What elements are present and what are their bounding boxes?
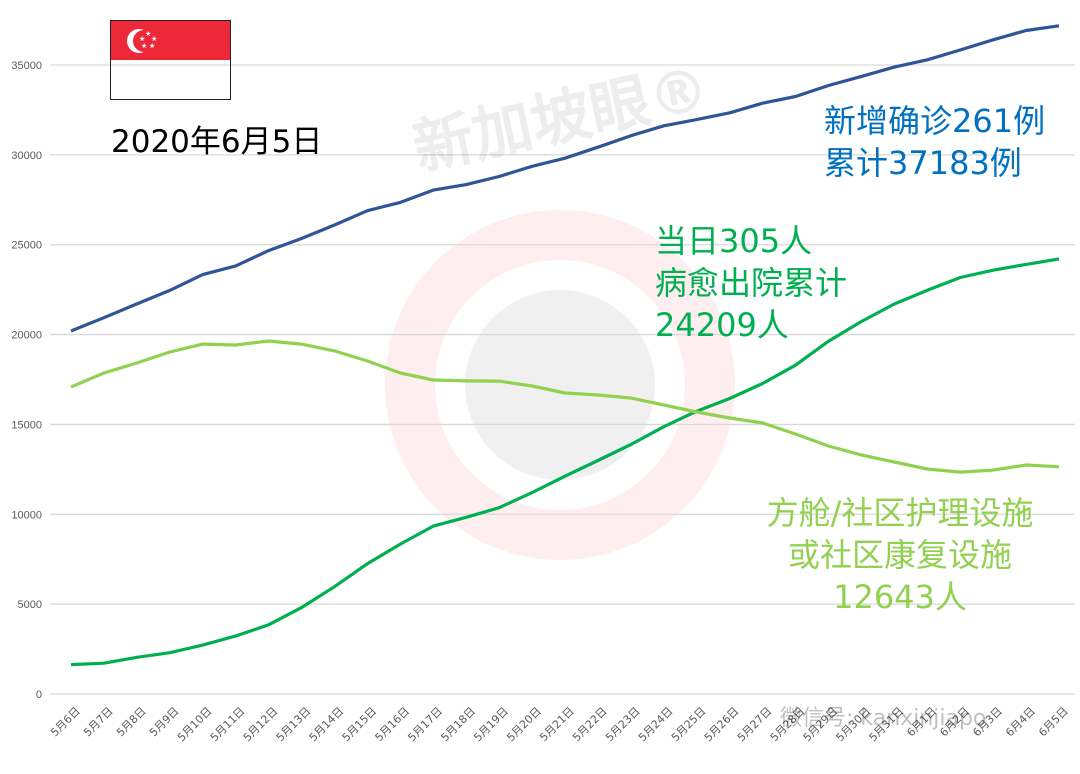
watermark-wechat: 微信号: kanxinjiapo	[780, 706, 987, 731]
svg-text:★: ★	[139, 35, 145, 43]
x-tick-label: 5月21日	[537, 705, 577, 745]
x-tick-label: 5月26日	[702, 705, 742, 745]
x-tick-label: 5月18日	[438, 705, 478, 745]
watermark-disc	[465, 290, 655, 480]
x-tick-label: 5月10日	[175, 705, 215, 745]
y-tick-label: 20000	[11, 330, 42, 342]
community-label-1: 方舱/社区护理设施	[766, 494, 1034, 532]
y-tick-label: 0	[36, 689, 42, 701]
community-annotation: 方舱/社区护理设施 或社区康复设施 12643人	[740, 492, 1060, 618]
x-tick-label: 6月5日	[1036, 705, 1071, 740]
svg-text:★: ★	[141, 42, 147, 50]
x-tick-label: 5月23日	[603, 705, 643, 745]
confirmed-annotation: 新增确诊261例 累计37183例	[824, 100, 1045, 184]
x-tick-label: 5月6日	[48, 705, 83, 740]
x-tick-label: 5月12日	[241, 705, 281, 745]
y-tick-label: 10000	[11, 509, 42, 521]
x-tick-label: 5月20日	[504, 705, 544, 745]
x-tick-label: 5月17日	[405, 705, 445, 745]
x-tick-label: 5月22日	[570, 705, 610, 745]
x-tick-label: 5月19日	[471, 705, 511, 745]
x-tick-label: 5月11日	[208, 705, 248, 745]
discharged-annotation: 当日305人 病愈出院累计 24209人	[655, 220, 847, 346]
y-tick-label: 30000	[11, 150, 42, 162]
confirmed-new: 新增确诊261例	[824, 102, 1046, 140]
svg-text:★: ★	[149, 42, 155, 50]
community-label-2: 或社区康复设施	[787, 536, 1012, 574]
x-tick-label: 5月7日	[81, 705, 116, 740]
series-line-2	[70, 339, 1060, 474]
x-tick-label: 5月27日	[735, 705, 775, 745]
x-tick-label: 5月13日	[274, 705, 314, 745]
y-tick-label: 25000	[11, 240, 42, 252]
discharged-today: 当日305人	[655, 222, 813, 260]
svg-text:★: ★	[145, 30, 151, 38]
x-tick-label: 5月8日	[114, 705, 149, 740]
series-line-1	[70, 257, 1060, 667]
y-tick-label: 15000	[11, 419, 42, 431]
x-tick-label: 5月15日	[340, 705, 380, 745]
y-tick-label: 5000	[18, 599, 42, 611]
community-total: 12643人	[833, 578, 967, 616]
watermark-ring	[385, 210, 735, 560]
confirmed-total: 累计37183例	[824, 144, 1022, 182]
discharged-label: 病愈出院累计	[655, 264, 848, 302]
x-tick-label: 5月25日	[669, 705, 709, 745]
x-tick-label: 5月24日	[636, 705, 676, 745]
svg-text:★: ★	[151, 35, 157, 43]
x-tick-label: 5月16日	[373, 705, 413, 745]
discharged-total: 24209人	[655, 306, 789, 344]
y-tick-label: 35000	[11, 60, 42, 72]
series-line-0	[70, 24, 1060, 333]
singapore-flag: ★ ★ ★ ★ ★	[110, 20, 231, 100]
x-tick-label: 6月4日	[1003, 705, 1038, 740]
chart-date: 2020年6月5日	[111, 124, 323, 160]
x-tick-label: 5月14日	[307, 705, 347, 745]
